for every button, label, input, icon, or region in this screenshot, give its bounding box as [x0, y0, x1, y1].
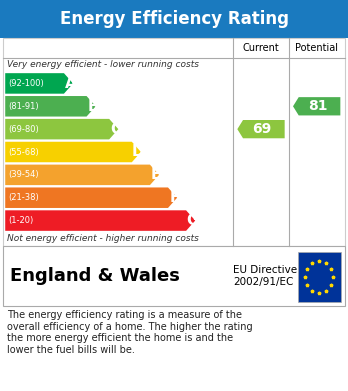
FancyBboxPatch shape — [3, 38, 345, 246]
Polygon shape — [5, 142, 141, 162]
Polygon shape — [5, 210, 195, 231]
Text: Energy Efficiency Rating: Energy Efficiency Rating — [60, 10, 288, 28]
Text: (69-80): (69-80) — [9, 125, 39, 134]
Polygon shape — [5, 165, 159, 185]
Text: G: G — [186, 213, 199, 228]
Text: (55-68): (55-68) — [9, 147, 39, 156]
Text: 69: 69 — [253, 122, 272, 136]
Text: Current: Current — [243, 43, 279, 53]
Text: F: F — [169, 190, 180, 205]
Text: (1-20): (1-20) — [9, 216, 34, 225]
Text: (92-100): (92-100) — [9, 79, 45, 88]
Text: 81: 81 — [308, 99, 327, 113]
Text: Potential: Potential — [295, 43, 338, 53]
Text: E: E — [151, 167, 161, 182]
FancyBboxPatch shape — [3, 246, 345, 306]
FancyBboxPatch shape — [0, 0, 348, 38]
Text: D: D — [132, 145, 144, 160]
Text: C: C — [110, 122, 121, 136]
Text: A: A — [64, 76, 76, 91]
Text: (81-91): (81-91) — [9, 102, 39, 111]
FancyBboxPatch shape — [298, 252, 341, 302]
Text: (21-38): (21-38) — [9, 193, 39, 202]
Text: The energy efficiency rating is a measure of the
overall efficiency of a home. T: The energy efficiency rating is a measur… — [7, 310, 253, 355]
Text: Very energy efficient - lower running costs: Very energy efficient - lower running co… — [7, 60, 199, 69]
Polygon shape — [293, 97, 340, 115]
Text: EU Directive
2002/91/EC: EU Directive 2002/91/EC — [233, 265, 297, 287]
Text: England & Wales: England & Wales — [10, 267, 180, 285]
Text: B: B — [87, 99, 99, 114]
Polygon shape — [5, 119, 118, 140]
Polygon shape — [5, 96, 96, 117]
Text: (39-54): (39-54) — [9, 170, 39, 179]
Polygon shape — [237, 120, 285, 138]
Polygon shape — [5, 187, 177, 208]
Polygon shape — [5, 73, 73, 94]
Text: Not energy efficient - higher running costs: Not energy efficient - higher running co… — [7, 233, 199, 242]
